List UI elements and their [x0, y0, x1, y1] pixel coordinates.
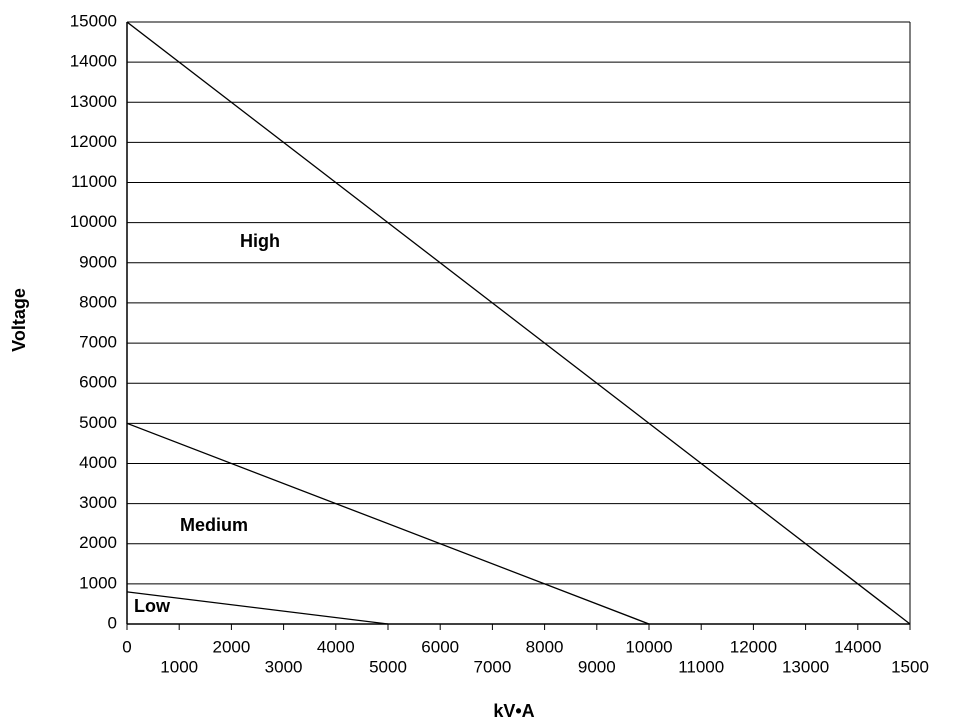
y-tick-label: 3000 — [79, 493, 117, 512]
y-tick-label: 13000 — [70, 92, 117, 111]
y-tick-label: 4000 — [79, 453, 117, 472]
line-series — [126, 591, 389, 625]
x-tick-label: 9000 — [578, 657, 616, 676]
y-tick-label: 10000 — [70, 212, 117, 231]
x-tick-label: 13000 — [782, 657, 829, 676]
x-tick-label: 7000 — [473, 657, 511, 676]
y-tick-label: 9000 — [79, 252, 117, 271]
y-tick-label: 6000 — [79, 373, 117, 392]
y-axis-label: Voltage — [9, 288, 29, 352]
y-tick-label: 2000 — [79, 533, 117, 552]
x-tick-label: 5000 — [369, 657, 407, 676]
y-tick-label: 7000 — [79, 333, 117, 352]
y-tick-label: 8000 — [79, 292, 117, 311]
y-tick-label: 5000 — [79, 413, 117, 432]
y-tick-label: 1000 — [79, 573, 117, 592]
x-tick-label: 3000 — [265, 657, 303, 676]
x-tick-label: 1500 — [891, 657, 929, 676]
y-tick-label: 12000 — [70, 132, 117, 151]
y-tick-label: 14000 — [70, 52, 117, 71]
x-tick-label: 14000 — [834, 637, 881, 656]
series-label: High — [240, 231, 280, 251]
series-label: Low — [134, 596, 171, 616]
x-tick-label: 8000 — [526, 637, 564, 656]
x-tick-label: 6000 — [421, 637, 459, 656]
x-tick-label: 0 — [122, 637, 131, 656]
line-series — [126, 422, 650, 625]
x-tick-label: 10000 — [625, 637, 672, 656]
x-tick-label: 4000 — [317, 637, 355, 656]
y-tick-label: 15000 — [70, 11, 117, 30]
line-series — [126, 21, 911, 625]
y-tick-label: 11000 — [71, 172, 117, 191]
x-tick-label: 1000 — [160, 657, 198, 676]
x-tick-label: 2000 — [212, 637, 250, 656]
y-tick-label: 0 — [108, 613, 117, 632]
x-tick-label: 12000 — [730, 637, 777, 656]
series-label: Medium — [180, 515, 248, 535]
x-tick-label: 11000 — [678, 657, 724, 676]
x-axis-label: kV•A — [493, 701, 534, 721]
